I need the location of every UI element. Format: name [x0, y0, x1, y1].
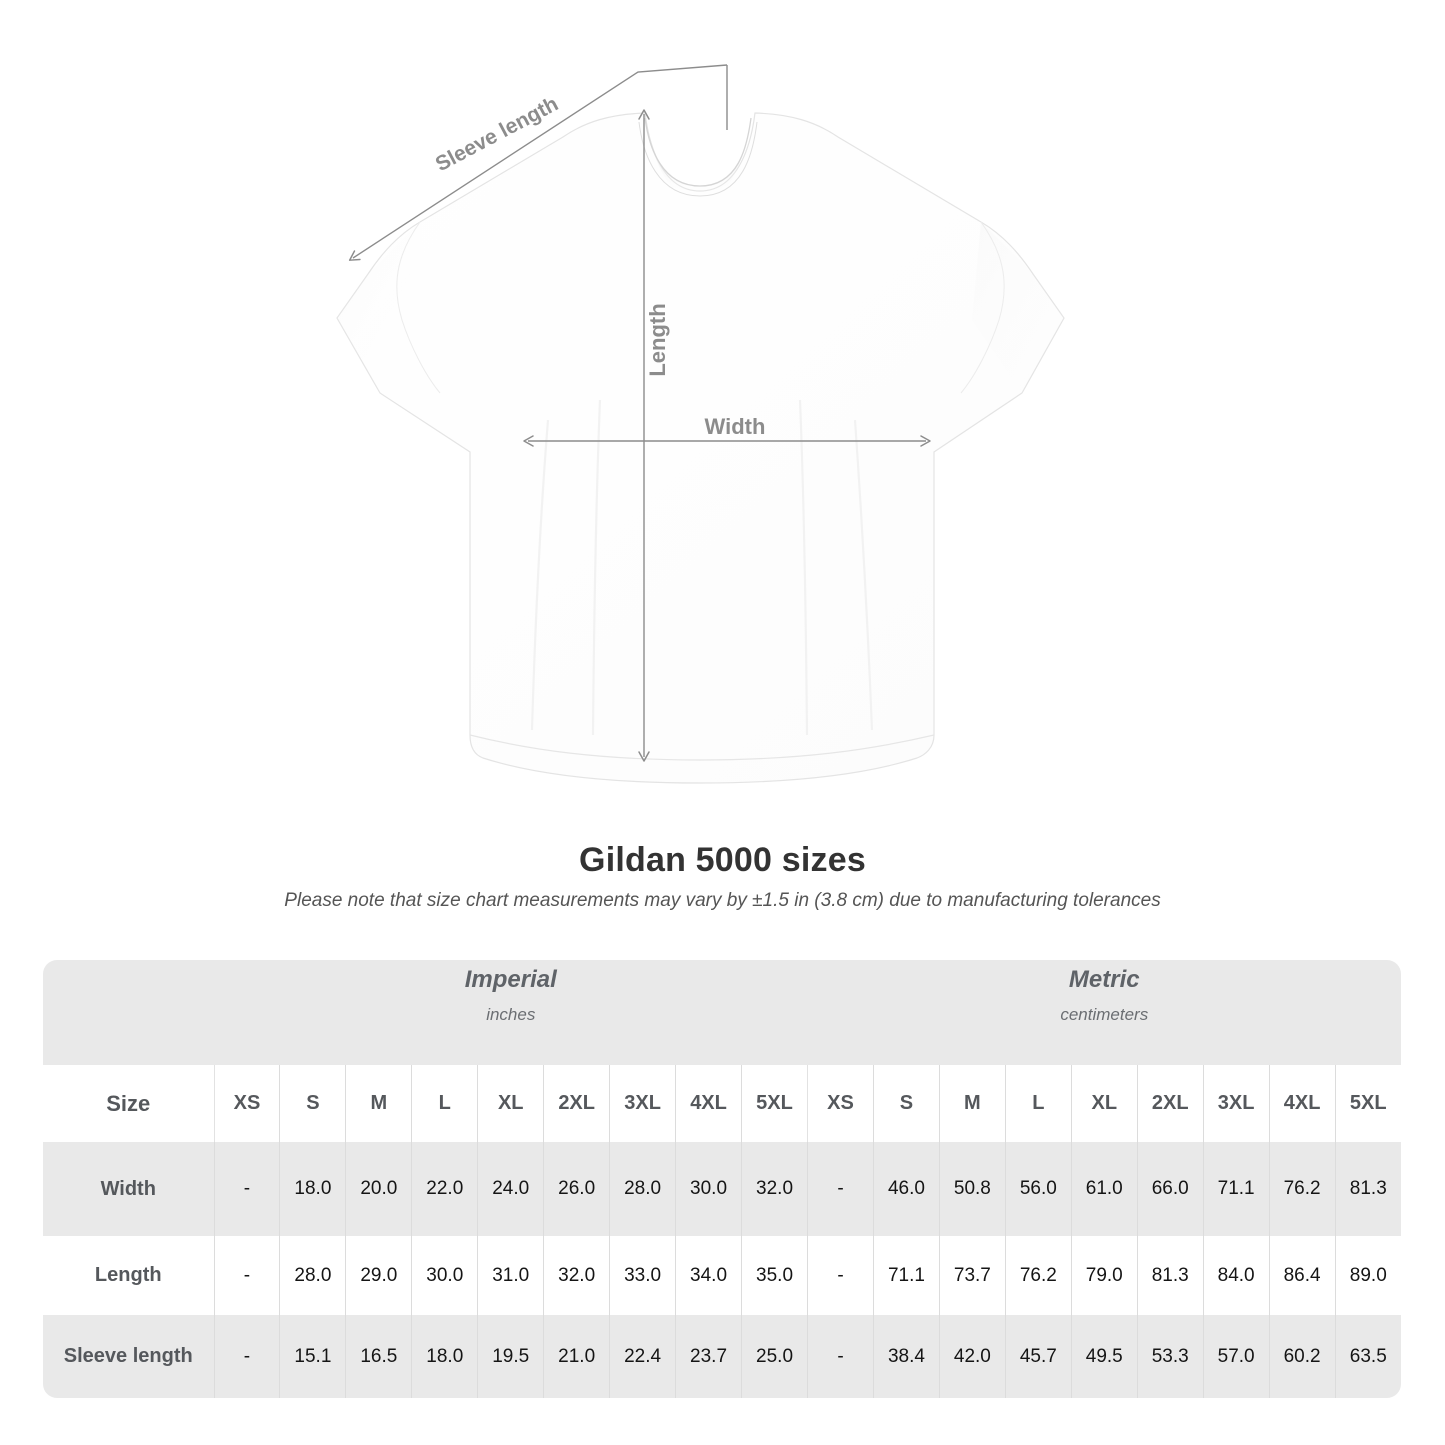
svg-text:Width: Width	[705, 414, 766, 439]
svg-text:Length: Length	[645, 303, 670, 376]
